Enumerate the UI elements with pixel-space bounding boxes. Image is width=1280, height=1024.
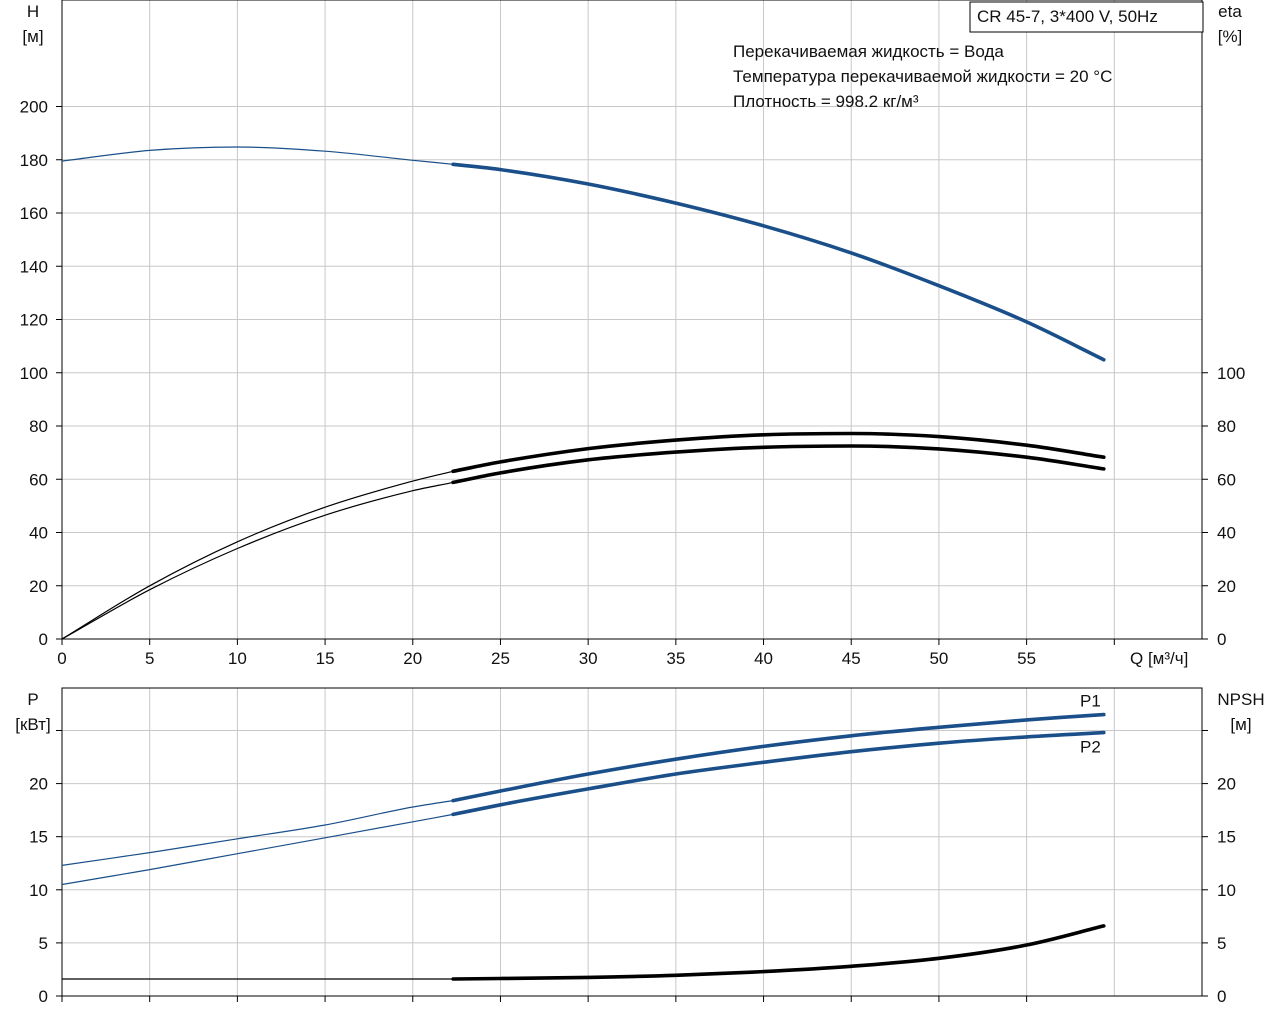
tick-label-right: 40 xyxy=(1217,524,1236,543)
p2-curve-extrapolated xyxy=(61,813,454,886)
efficiency-lower-curve-extrapolated xyxy=(61,481,454,640)
tick-label-left: 120 xyxy=(20,311,48,330)
y-axis-label-right: NPSH xyxy=(1217,690,1264,709)
y-axis-label-left: H xyxy=(27,2,39,21)
head-efficiency-panel: 0 20 40 60 80 100 120 140 160 180 200 0 20 40 60 80 100 0… xyxy=(20,0,1245,668)
tick-label-left: 80 xyxy=(29,417,48,436)
tick-label-x: 10 xyxy=(228,649,247,668)
npsh-curve xyxy=(451,924,1106,981)
y-axis-label-right: eta xyxy=(1218,2,1242,21)
tick-label-left: 20 xyxy=(29,775,48,794)
y-axis-unit-left: [м] xyxy=(22,27,43,46)
tick-label-right: 10 xyxy=(1217,881,1236,900)
tick-label-left: 200 xyxy=(20,98,48,117)
plot-frame xyxy=(61,687,1203,997)
annotation-temperature: Температура перекачиваемой жидкости = 20… xyxy=(733,67,1112,86)
p2-curve xyxy=(451,730,1106,817)
chart-title: CR 45-7, 3*400 V, 50Hz xyxy=(977,7,1158,26)
annotation-density: Плотность = 998.2 кг/м³ xyxy=(733,92,919,111)
tick-label-right: 0 xyxy=(1217,630,1226,649)
head-curve-extrapolated xyxy=(61,146,454,165)
tick-label-left: 100 xyxy=(20,364,48,383)
tick-label-x: 40 xyxy=(754,649,773,668)
series-label-p1: P1 xyxy=(1080,692,1101,711)
tick-label-x: 55 xyxy=(1017,649,1036,668)
tick-label-right: 0 xyxy=(1217,987,1226,1006)
tick-label-x: 15 xyxy=(316,649,335,668)
chart-title-box: CR 45-7, 3*400 V, 50Hz xyxy=(969,1,1204,33)
y-axis-unit-left: [кВт] xyxy=(15,715,50,734)
tick-label-right: 5 xyxy=(1217,934,1226,953)
y-axis-label-left: P xyxy=(27,690,38,709)
tick-label-x: 25 xyxy=(491,649,510,668)
power-npsh-panel: 0 5 10 15 20 0 5 10 15 20 P [кВт] NPSH [м] P1 P2 xyxy=(15,687,1265,1006)
tick-label-left: 40 xyxy=(29,524,48,543)
tick-label-left: 0 xyxy=(39,987,48,1006)
efficiency-upper-curve xyxy=(451,431,1106,474)
tick-label-x: 5 xyxy=(145,649,154,668)
efficiency-upper-curve-extrapolated xyxy=(61,470,454,640)
tick-label-left: 10 xyxy=(29,881,48,900)
tick-label-right: 100 xyxy=(1217,364,1245,383)
x-axis-label: Q [м³/ч] xyxy=(1130,649,1188,668)
tick-label-left: 0 xyxy=(39,630,48,649)
tick-label-right: 60 xyxy=(1217,470,1236,489)
annotation-fluid: Перекачиваемая жидкость = Вода xyxy=(733,42,1004,61)
tick-label-x: 20 xyxy=(403,649,422,668)
tick-label-right: 20 xyxy=(1217,577,1236,596)
tick-label-x: 30 xyxy=(579,649,598,668)
title-box-frame xyxy=(969,1,1204,33)
tick-label-left: 160 xyxy=(20,204,48,223)
tick-label-x: 50 xyxy=(929,649,948,668)
head-curve xyxy=(451,162,1106,362)
efficiency-lower-curve xyxy=(451,444,1106,485)
tick-label-left: 5 xyxy=(39,934,48,953)
tick-label-left: 15 xyxy=(29,828,48,847)
tick-label-left: 180 xyxy=(20,151,48,170)
tick-label-x: 0 xyxy=(57,649,66,668)
annotations: Перекачиваемая жидкость = Вода Температу… xyxy=(733,42,1112,111)
series-label-p2: P2 xyxy=(1080,738,1101,757)
tick-label-left: 60 xyxy=(29,470,48,489)
tick-label-right: 15 xyxy=(1217,828,1236,847)
tick-label-right: 80 xyxy=(1217,417,1236,436)
p1-curve-extrapolated xyxy=(61,800,454,866)
tick-label-left: 20 xyxy=(29,577,48,596)
tick-label-right: 20 xyxy=(1217,775,1236,794)
tick-label-x: 45 xyxy=(842,649,861,668)
y-axis-unit-right: [м] xyxy=(1230,715,1251,734)
y-axis-unit-right: [%] xyxy=(1218,27,1243,46)
tick-label-left: 140 xyxy=(20,257,48,276)
p1-curve xyxy=(451,712,1106,803)
tick-label-x: 35 xyxy=(666,649,685,668)
